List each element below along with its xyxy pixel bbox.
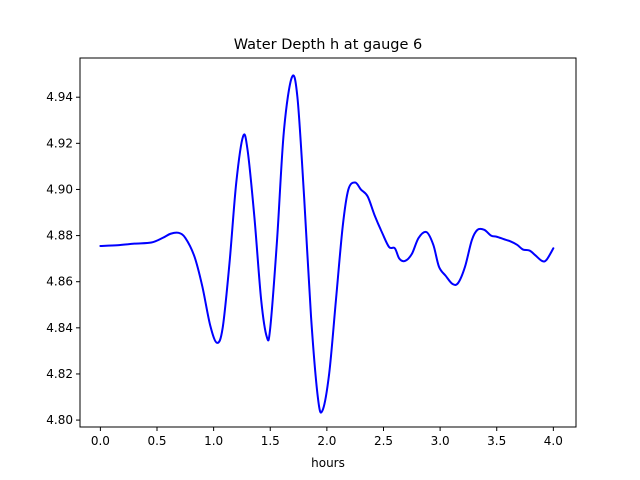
series-line: [99, 74, 555, 414]
y-tick-label: 4.92: [46, 136, 73, 150]
y-tick-label: 4.88: [46, 229, 73, 243]
y-tick-label: 4.94: [46, 90, 73, 104]
y-tick-label: 4.80: [46, 413, 73, 427]
x-tick-label: 3.5: [487, 434, 506, 448]
x-tick-label: 2.0: [317, 434, 336, 448]
x-tick-label: 1.0: [204, 434, 223, 448]
y-tick-label: 4.84: [46, 321, 73, 335]
plot-area-frame: [79, 57, 577, 428]
series-layer: [99, 74, 555, 414]
x-tick-label: 0.0: [91, 434, 110, 448]
y-tick-label: 4.90: [46, 182, 73, 196]
x-tick-label: 2.5: [374, 434, 393, 448]
y-tick-label: 4.86: [46, 275, 73, 289]
chart-title: Water Depth h at gauge 6: [234, 37, 422, 53]
x-tick-label: 0.5: [147, 434, 166, 448]
x-tick-label: 4.0: [544, 434, 563, 448]
x-axis-label: hours: [311, 456, 345, 470]
y-axis-ticks: 4.80 4.82 4.84 4.86 4.88 4.90 4.92 4.94: [46, 90, 80, 427]
y-tick-label: 4.82: [46, 367, 73, 381]
x-tick-label: 1.5: [261, 434, 280, 448]
x-tick-label: 3.0: [431, 434, 450, 448]
x-axis-ticks: 0.0 0.5 1.0 1.5 2.0 2.5 3.0 3.5 4.0: [91, 427, 563, 448]
